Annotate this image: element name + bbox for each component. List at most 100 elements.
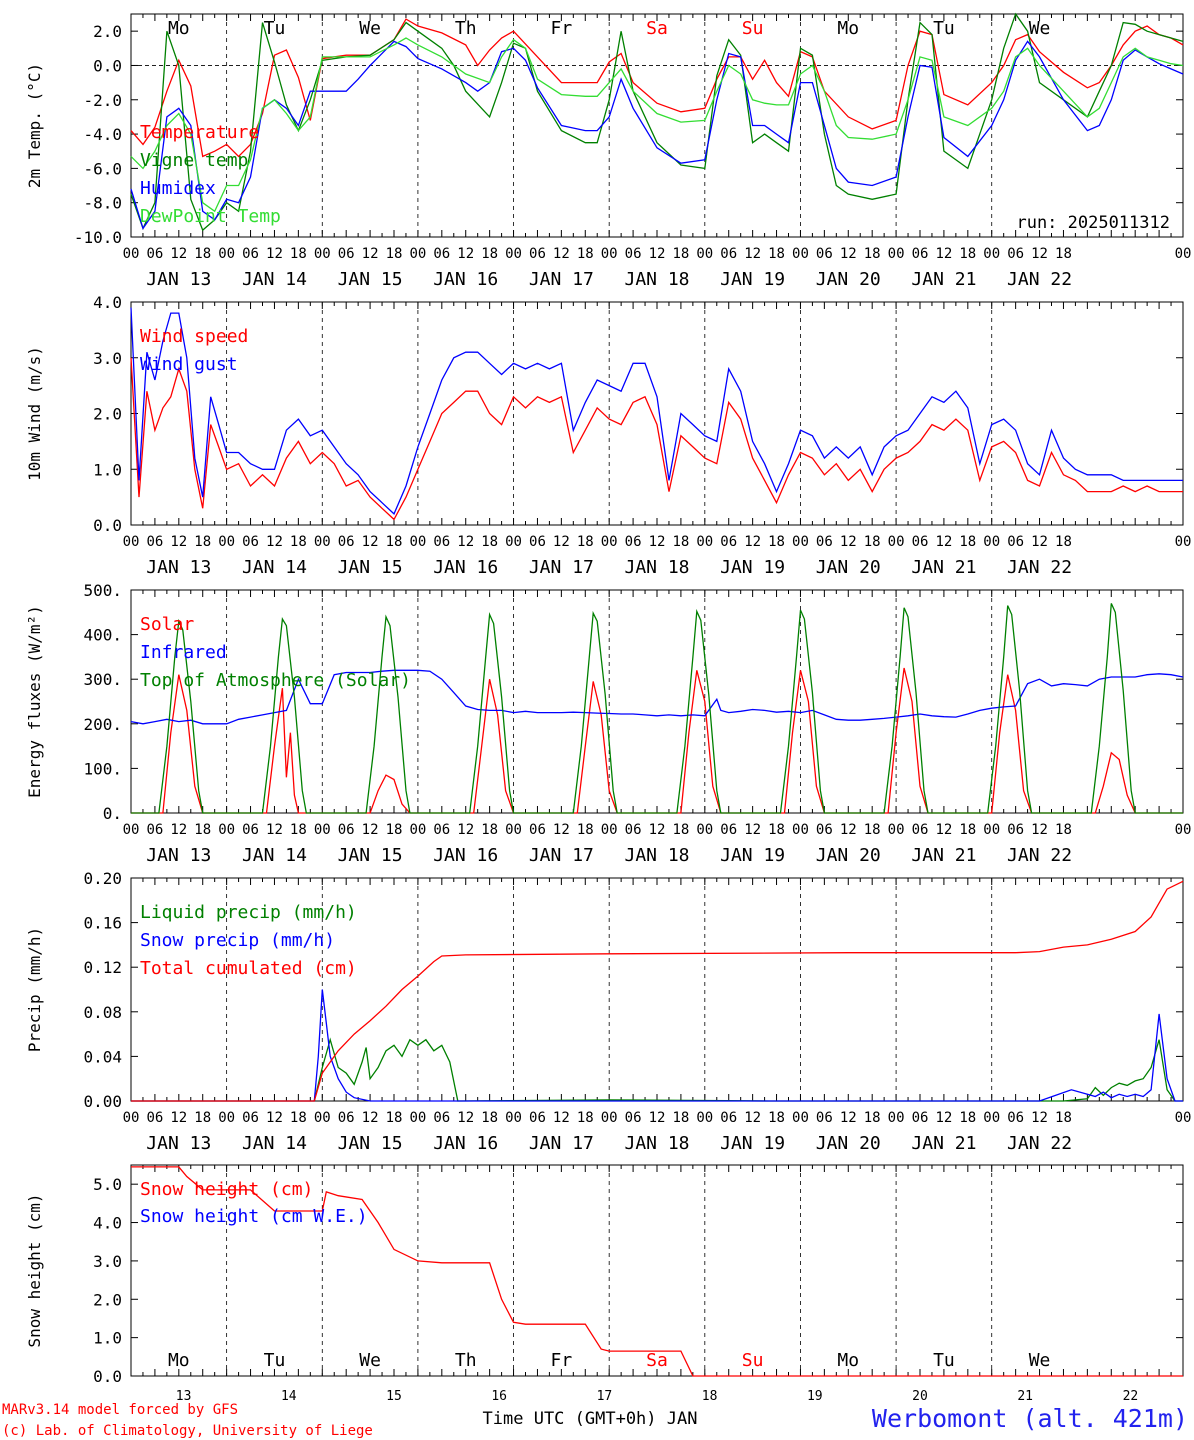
series-line: [130, 357, 1183, 521]
hour-tick-label: 06: [1007, 246, 1024, 262]
y-tick-label: 0.0: [93, 1367, 122, 1386]
day-number-label: 15: [386, 1389, 402, 1404]
hour-tick-label: 06: [242, 246, 259, 262]
hour-tick-label: 12: [266, 822, 283, 838]
y-tick-label: 3.0: [93, 1252, 122, 1271]
hour-tick-label: 06: [529, 246, 546, 262]
hour-tick-label: 00: [792, 534, 809, 550]
hour-tick-label: 06: [242, 822, 259, 838]
legend-entry: Temperature: [140, 122, 259, 143]
day-number-label: 18: [702, 1389, 718, 1404]
hour-tick-label: 00: [505, 822, 522, 838]
hour-tick-label: 12: [362, 246, 379, 262]
panel-precip: 0.00 0.04 0.08 0.12 0.16 0.20 Precip (mm/h) 00 0…: [25, 869, 1191, 1154]
legend-entry: Snow precip (mm/h): [140, 930, 335, 951]
weekday-label: Th: [455, 18, 477, 39]
date-label: JAN 14: [242, 845, 307, 866]
hour-tick-label: 12: [840, 246, 857, 262]
day-number-label: 13: [176, 1389, 192, 1404]
hour-tick-label: 12: [840, 534, 857, 550]
hour-tick-label: 00: [409, 1110, 426, 1126]
panel-wind: 0.0 1.0 2.0 3.0 4.0 10m Wind (m/s) 00 06 12 18 JAN…: [25, 293, 1191, 578]
hour-tick-label: 00: [792, 1110, 809, 1126]
series-line: [130, 40, 1184, 230]
hour-tick-label: 12: [840, 1110, 857, 1126]
weekday-label: We: [359, 1350, 381, 1371]
hour-tick-label: 06: [816, 246, 833, 262]
hour-tick-label: 18: [290, 822, 307, 838]
hour-tick-label: 06: [433, 246, 450, 262]
hour-tick-label: 18: [768, 1110, 785, 1126]
y-tick-label: -6.0: [83, 159, 122, 178]
date-label: JAN 21: [911, 845, 976, 866]
legend-entry: Wind gust: [140, 354, 238, 375]
hour-tick-label: 12: [266, 1110, 283, 1126]
plot-frame: [130, 589, 1184, 814]
hour-tick-label: 18: [481, 1110, 498, 1126]
date-label: JAN 15: [338, 845, 403, 866]
hour-tick-label: 12: [457, 1110, 474, 1126]
y-tick-label: -8.0: [83, 194, 122, 213]
legend-entry: Total cumulated (cm): [140, 958, 357, 979]
hour-tick-label: 06: [625, 534, 642, 550]
y-tick-label: 2.0: [93, 1290, 122, 1309]
date-label: JAN 13: [146, 557, 211, 578]
legend-entry: Snow height (cm): [140, 1179, 313, 1200]
date-label: JAN 15: [338, 557, 403, 578]
hour-tick-label: 00: [505, 246, 522, 262]
hour-tick-label: 00: [1175, 1110, 1192, 1126]
hour-tick-label: 18: [672, 1110, 689, 1126]
y-tick-label: 5.0: [93, 1175, 122, 1194]
legend-entry: Snow height (cm W.E.): [140, 1206, 368, 1227]
hour-tick-label: 18: [768, 534, 785, 550]
day-number-label: 14: [281, 1389, 297, 1404]
hour-tick-label: 12: [266, 534, 283, 550]
hour-tick-label: 00: [314, 246, 331, 262]
panel-temperature: -10.0 -8.0 -6.0 -4.0 -2.0 0.0 2.0 2m Temp. (°C)…: [25, 12, 1191, 290]
hour-tick-label: 06: [146, 246, 163, 262]
hour-tick-label: 00: [218, 246, 235, 262]
legend-entry: Liquid precip (mm/h): [140, 902, 357, 923]
hour-tick-label: 06: [529, 534, 546, 550]
date-label: JAN 14: [242, 557, 307, 578]
legend-entry: Solar: [140, 614, 194, 635]
hour-tick-label: 12: [1031, 534, 1048, 550]
hour-tick-label: 12: [553, 534, 570, 550]
weekday-label: Th: [455, 1350, 477, 1371]
hour-tick-label: 00: [409, 822, 426, 838]
hour-tick-label: 12: [935, 1110, 952, 1126]
hour-tick-label: 12: [553, 1110, 570, 1126]
hour-tick-label: 00: [218, 822, 235, 838]
run-label: run: 2025011312: [1016, 213, 1170, 233]
series-line: [131, 880, 1184, 1102]
y-tick-label: 0.0: [93, 516, 122, 535]
y-axis-title: Energy fluxes (W/m²): [25, 605, 44, 798]
hour-tick-label: 00: [505, 1110, 522, 1126]
y-tick-label: 0.0: [93, 56, 122, 75]
hour-tick-label: 18: [386, 1110, 403, 1126]
weekday-label: Su: [742, 18, 764, 39]
hour-tick-label: 00: [409, 246, 426, 262]
y-tick-label: 0.: [103, 804, 122, 823]
date-label: JAN 16: [433, 845, 498, 866]
date-label: JAN 19: [720, 269, 785, 290]
hour-tick-label: 00: [123, 1110, 140, 1126]
y-axis-title: Precip (mm/h): [25, 927, 44, 1052]
hour-tick-label: 00: [314, 534, 331, 550]
hour-tick-label: 12: [840, 822, 857, 838]
y-axis-title: 10m Wind (m/s): [25, 346, 44, 481]
hour-tick-label: 06: [338, 534, 355, 550]
hour-tick-label: 06: [816, 534, 833, 550]
hour-tick-label: 18: [1055, 534, 1072, 550]
weekday-label: Mo: [168, 1350, 190, 1371]
series-line: [130, 37, 1184, 213]
hour-tick-label: 06: [433, 1110, 450, 1126]
hour-tick-label: 18: [194, 822, 211, 838]
hour-tick-label: 06: [433, 822, 450, 838]
hour-tick-label: 18: [768, 822, 785, 838]
y-tick-label: 200.: [83, 715, 122, 734]
time-axis-title: Time UTC (GMT+0h) JAN: [483, 1409, 698, 1429]
hour-tick-label: 18: [768, 246, 785, 262]
series-line: [131, 603, 1183, 814]
hour-tick-label: 00: [983, 534, 1000, 550]
